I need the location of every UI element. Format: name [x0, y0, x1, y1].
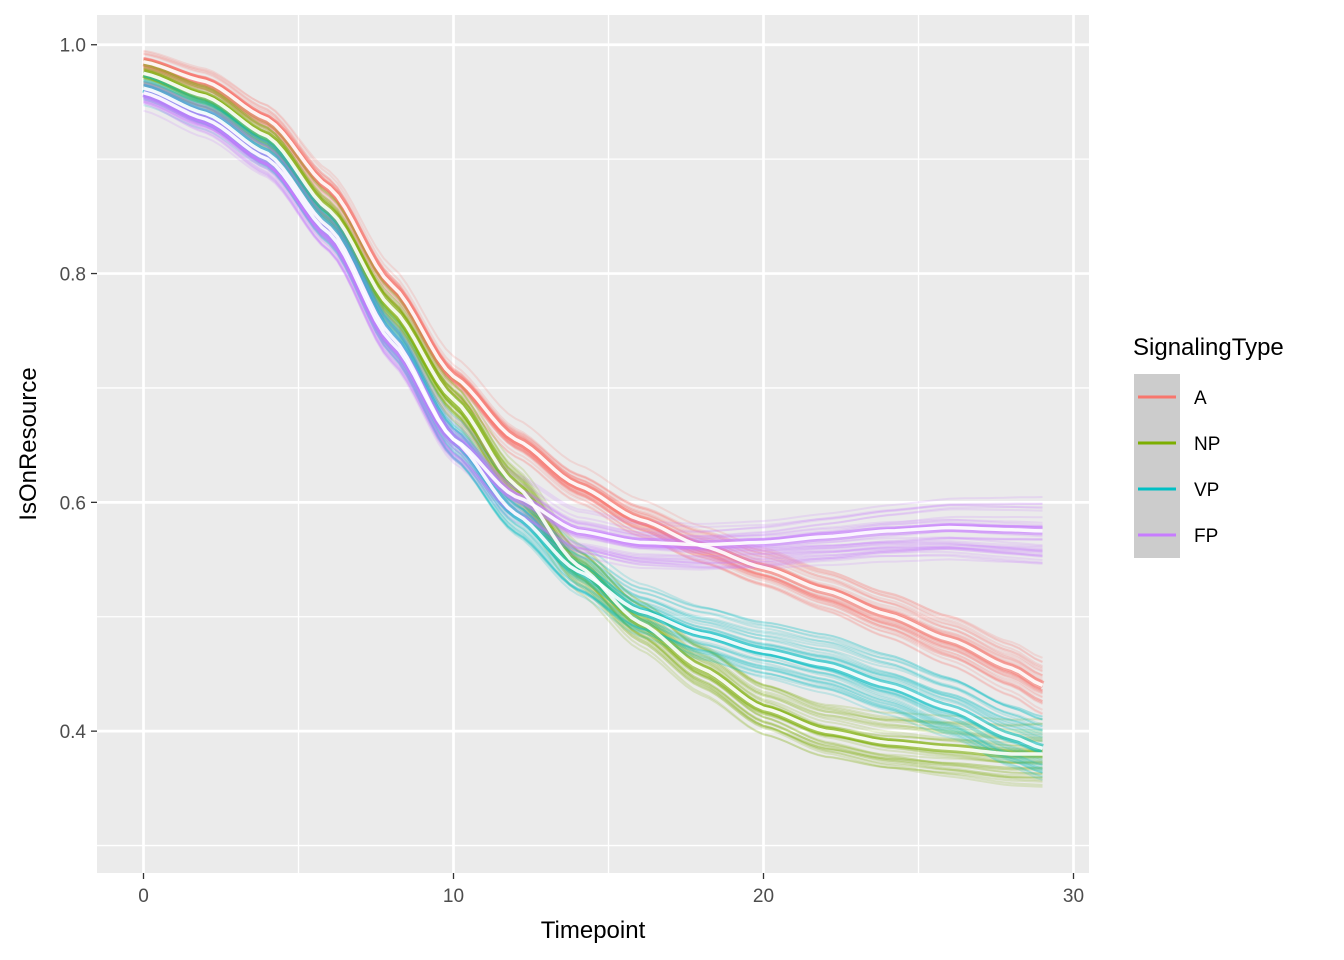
- series-np-trace: [143, 66, 1043, 727]
- legend-item-np: NP: [1138, 434, 1220, 455]
- series-fp-trace: [143, 99, 1043, 566]
- series-a-trace: [143, 52, 1043, 663]
- series-fp-trace: [143, 95, 1043, 561]
- series-np-trace: [143, 84, 1043, 771]
- series-vp-trace: [143, 75, 1043, 731]
- legend-key-background: [1134, 374, 1180, 558]
- legend-item-a: A: [1138, 388, 1207, 409]
- y-tick-label: 0.8: [60, 265, 86, 286]
- series-a-trace: [143, 53, 1043, 667]
- x-tick-label: 10: [443, 886, 464, 907]
- series-np-trace: [143, 62, 1043, 739]
- series-a-trace: [143, 68, 1043, 704]
- x-tick-label: 20: [753, 886, 774, 907]
- series-fp-mean-line: [143, 91, 1043, 547]
- series-vp-trace: [143, 75, 1043, 728]
- series-fp-trace: [143, 100, 1043, 562]
- series-a-trace: [143, 64, 1043, 702]
- x-tick-label: 0: [138, 886, 149, 907]
- series-layer: [142, 49, 1045, 788]
- series-fp-trace: [143, 85, 1043, 528]
- series-vp-trace: [143, 73, 1043, 721]
- legend-label: VP: [1194, 480, 1219, 501]
- series-vp-trace: [143, 80, 1043, 726]
- series-fp-trace: [143, 102, 1043, 560]
- series-fp-trace: [143, 82, 1043, 538]
- series-vp-trace: [143, 80, 1043, 732]
- legend-label: NP: [1194, 434, 1220, 455]
- series-fp-trace: [143, 97, 1043, 553]
- legend-item-fp: FP: [1138, 526, 1218, 547]
- series-np-trace: [143, 64, 1043, 726]
- series-vp-mean-line: [143, 86, 1044, 750]
- series-vp-trace: [143, 83, 1043, 733]
- series-a-mean-line: [143, 60, 1044, 687]
- series-vp-trace: [143, 75, 1043, 721]
- y-axis-title: IsOnResource: [15, 367, 42, 520]
- x-tick-label: 30: [1063, 886, 1084, 907]
- series-fp-trace: [143, 83, 1043, 533]
- y-tick-label: 0.4: [60, 722, 87, 743]
- series-vp-trace: [143, 94, 1043, 779]
- series-a-trace: [143, 52, 1043, 659]
- series-vp-trace: [143, 104, 1043, 777]
- series-fp-trace: [143, 96, 1043, 558]
- series-np-trace: [143, 62, 1043, 736]
- series-vp-trace: [143, 95, 1043, 772]
- series-fp-trace: [143, 109, 1043, 569]
- legend-label: A: [1194, 388, 1207, 409]
- series-fp-trace: [143, 81, 1043, 525]
- series-fp-trace: [143, 100, 1043, 571]
- legend-item-vp: VP: [1138, 480, 1219, 501]
- series-fp-trace: [143, 102, 1043, 565]
- series-np-trace: [143, 62, 1043, 732]
- x-axis: 0 10 20 30: [138, 873, 1084, 907]
- major-gridlines: [97, 15, 1089, 873]
- legend-title: SignalingType: [1133, 334, 1284, 361]
- x-axis-title: Timepoint: [541, 917, 646, 944]
- legend-label: FP: [1194, 526, 1218, 547]
- series-vp-trace: [143, 93, 1043, 781]
- y-tick-label: 0.6: [60, 493, 86, 514]
- legend: SignalingType A NP VP FP: [1133, 334, 1284, 558]
- series-a-trace: [143, 49, 1043, 664]
- series-fp-trace: [143, 80, 1043, 534]
- series-vp-trace: [143, 78, 1043, 735]
- series-vp-trace: [143, 79, 1043, 731]
- series-np-mean-line: [143, 71, 1043, 756]
- series-a-trace: [143, 50, 1043, 672]
- series-fp-trace: [143, 91, 1043, 558]
- y-axis: 0.4 0.6 0.8 1.0: [60, 36, 97, 743]
- y-tick-label: 1.0: [60, 36, 86, 57]
- series-a-trace: [143, 66, 1043, 705]
